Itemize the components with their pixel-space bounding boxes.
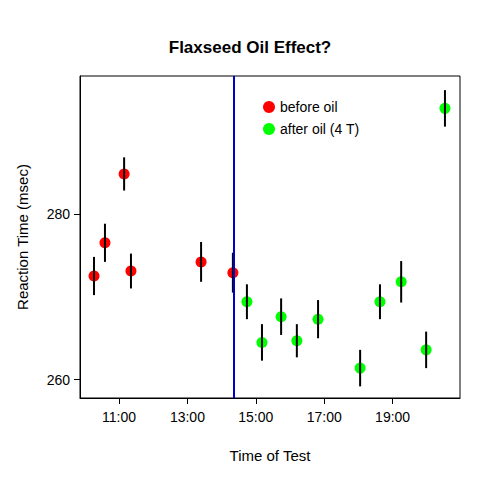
svg-text:after oil (4 T): after oil (4 T) [280,121,359,137]
svg-text:Reaction Time (msec): Reaction Time (msec) [14,164,31,310]
svg-text:260: 260 [47,372,71,388]
svg-text:15:00: 15:00 [238,409,273,425]
svg-text:Time of Test: Time of Test [230,447,312,464]
svg-text:280: 280 [47,206,71,222]
svg-text:19:00: 19:00 [375,409,410,425]
svg-text:11:00: 11:00 [102,409,136,425]
svg-text:Flaxseed Oil Effect?: Flaxseed Oil Effect? [169,38,332,57]
svg-text:before oil: before oil [280,99,338,115]
svg-text:17:00: 17:00 [307,409,342,425]
svg-text:13:00: 13:00 [170,409,205,425]
